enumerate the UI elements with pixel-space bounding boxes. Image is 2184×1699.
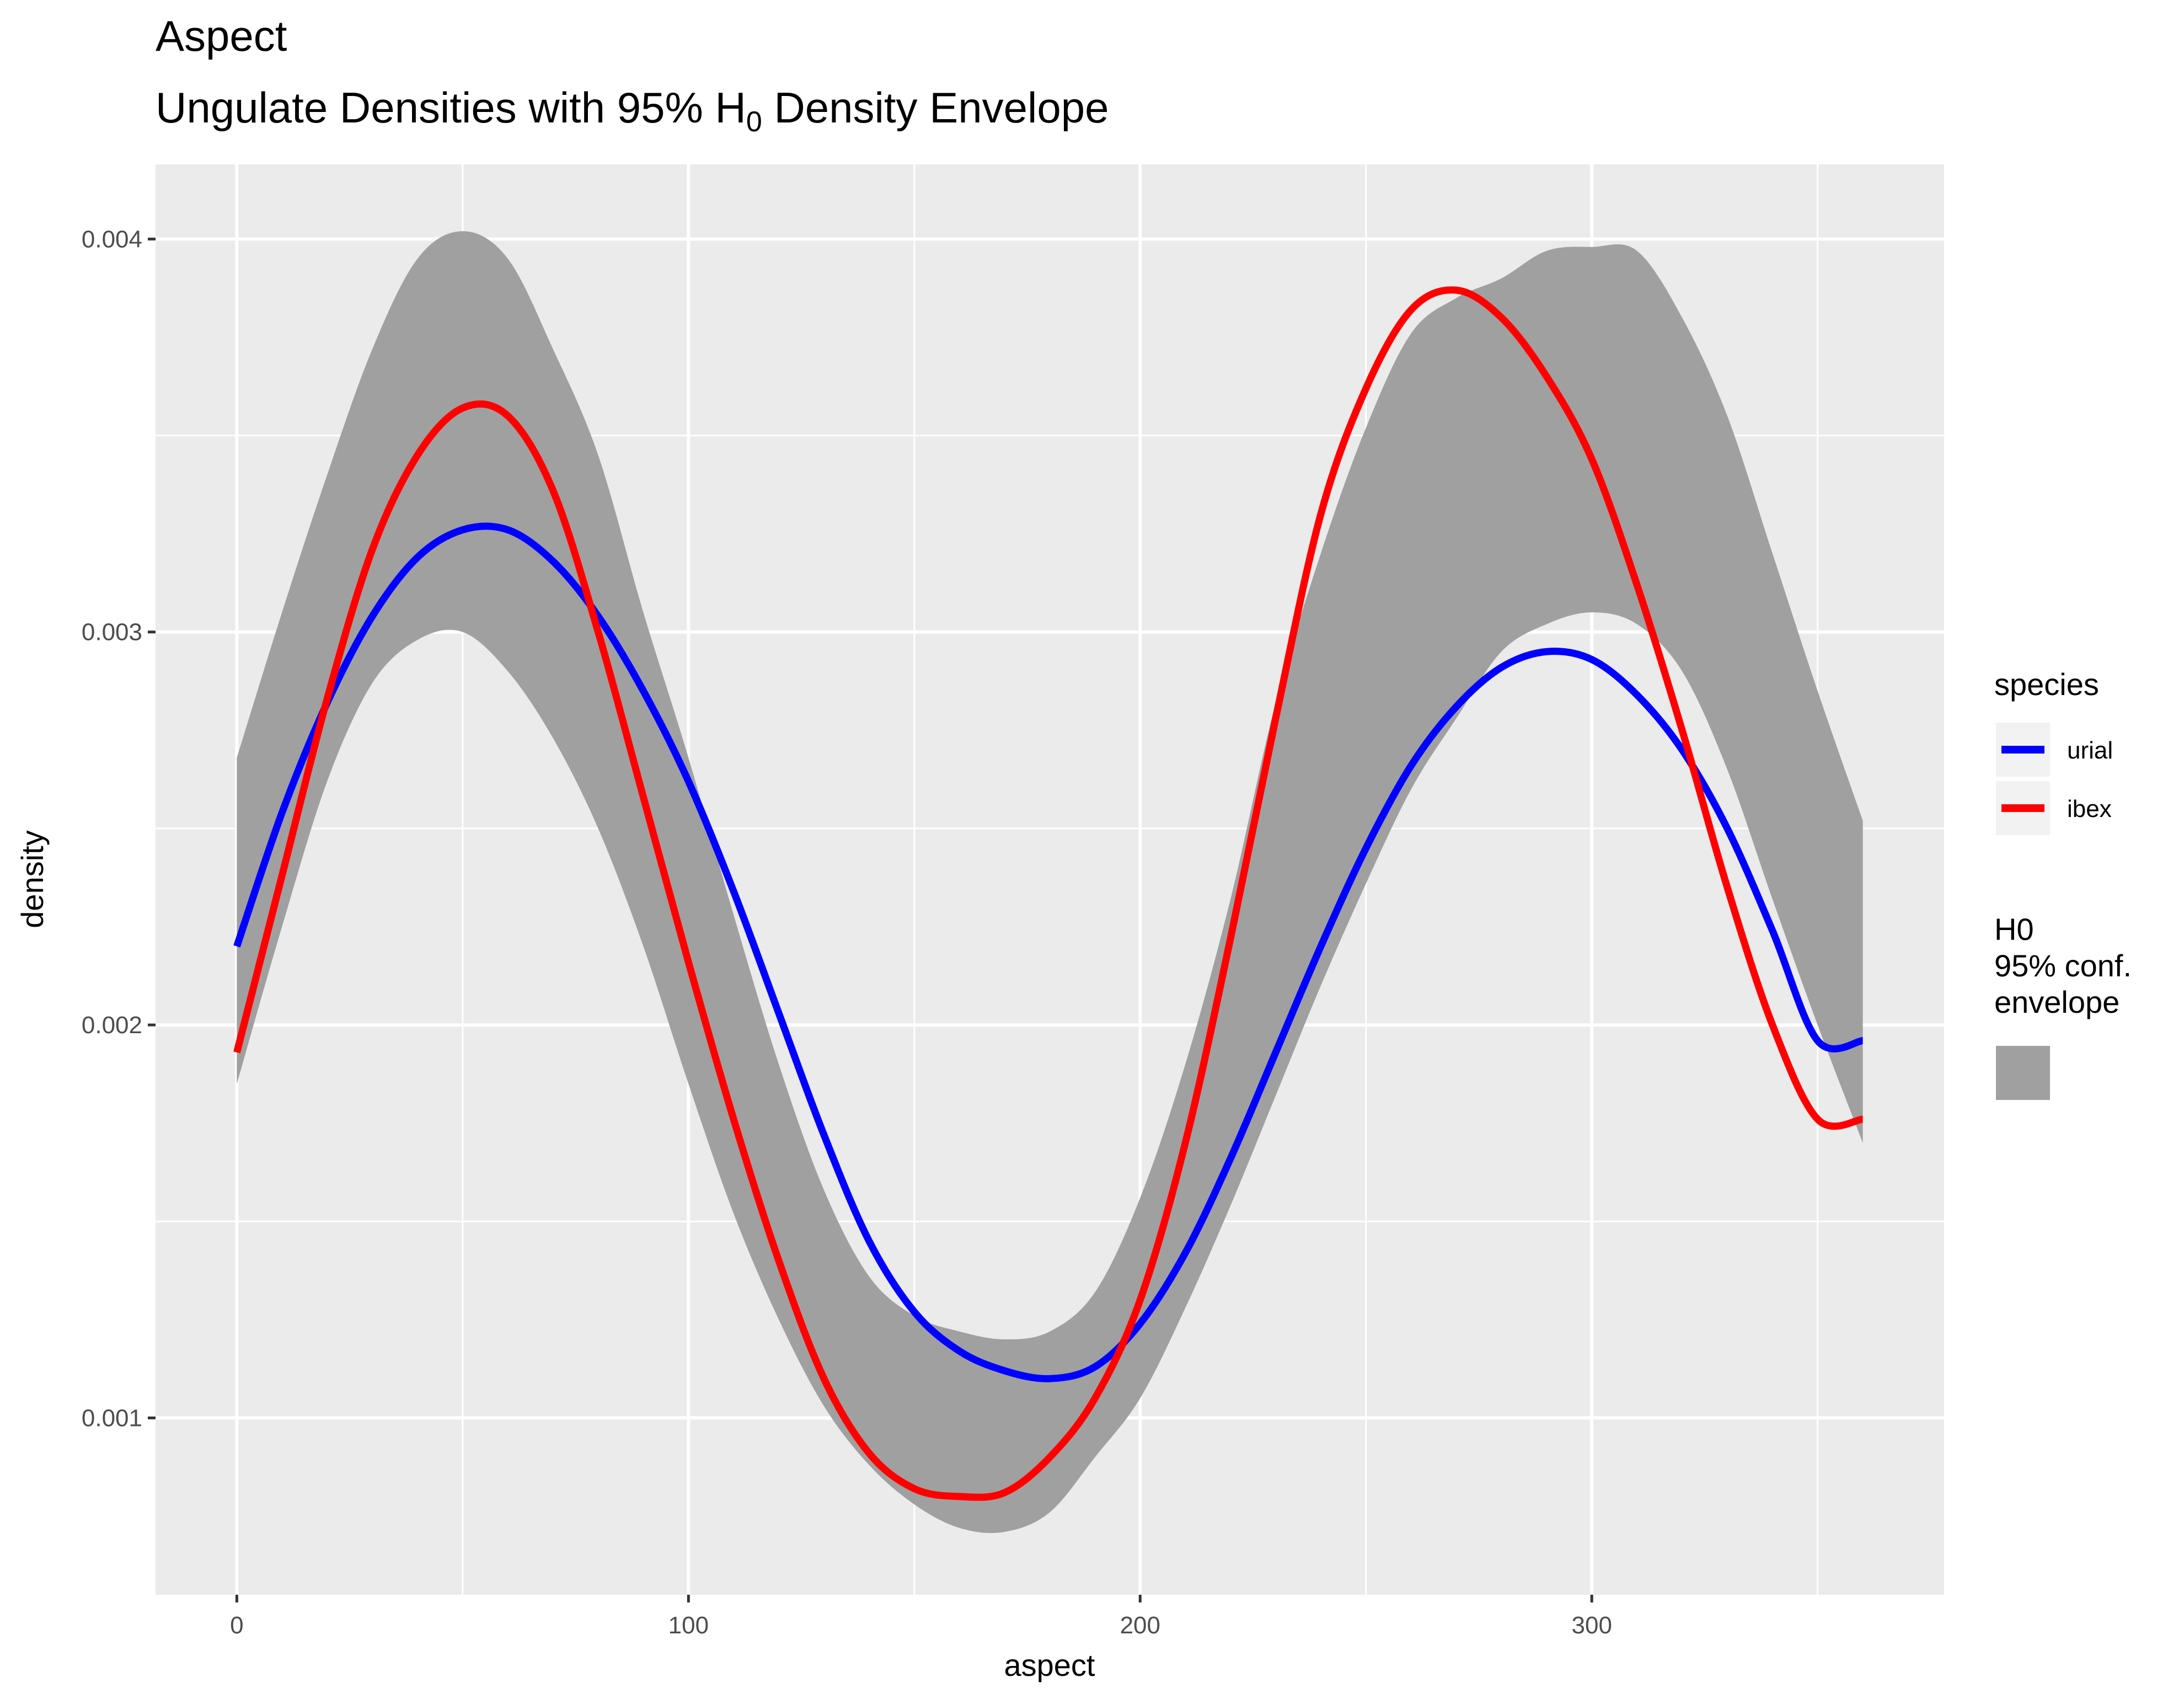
h0-envelope — [237, 231, 1863, 1534]
series-line-urial — [233, 522, 1864, 1382]
legend-swatch-envelope — [1996, 1046, 2050, 1100]
chart-subtitle-suffix: Density Envelope — [762, 83, 1109, 132]
chart-subtitle: Ungulate Densities with 95% H0 Density E… — [156, 83, 1109, 138]
legend: species urial ibex H0 95% conf. envelope — [1994, 667, 2132, 1100]
y-tick-label: 0.004 — [82, 226, 142, 253]
legend-envelope-title-line1: H0 — [1994, 912, 2034, 947]
legend-label-urial: urial — [2067, 737, 2113, 764]
chart-title: Aspect — [156, 12, 287, 60]
chart-subtitle-subscript: 0 — [746, 106, 762, 138]
x-tick-label: 200 — [1120, 1612, 1160, 1639]
y-tick-label: 0.003 — [82, 619, 142, 646]
x-tick-label: 300 — [1572, 1612, 1612, 1639]
y-axis: 0.001 0.002 0.003 0.004 — [82, 226, 156, 1431]
legend-species-title: species — [1994, 667, 2099, 702]
y-axis-title: density — [15, 830, 50, 928]
x-axis-title: aspect — [1004, 1648, 1095, 1682]
series-line-ibex — [233, 286, 1864, 1501]
series-lines — [233, 286, 1864, 1501]
chart-subtitle-main: Ungulate Densities with 95% H — [156, 83, 746, 132]
x-tick-label: 100 — [668, 1612, 709, 1639]
legend-envelope-title-line2: 95% conf. — [1994, 948, 2132, 983]
legend-label-ibex: ibex — [2067, 795, 2112, 822]
legend-envelope-title-line3: envelope — [1994, 985, 2119, 1019]
x-tick-label: 0 — [230, 1612, 243, 1639]
y-tick-label: 0.001 — [82, 1404, 142, 1431]
y-tick-label: 0.002 — [82, 1012, 142, 1039]
x-axis: 0 100 200 300 — [230, 1595, 1612, 1639]
